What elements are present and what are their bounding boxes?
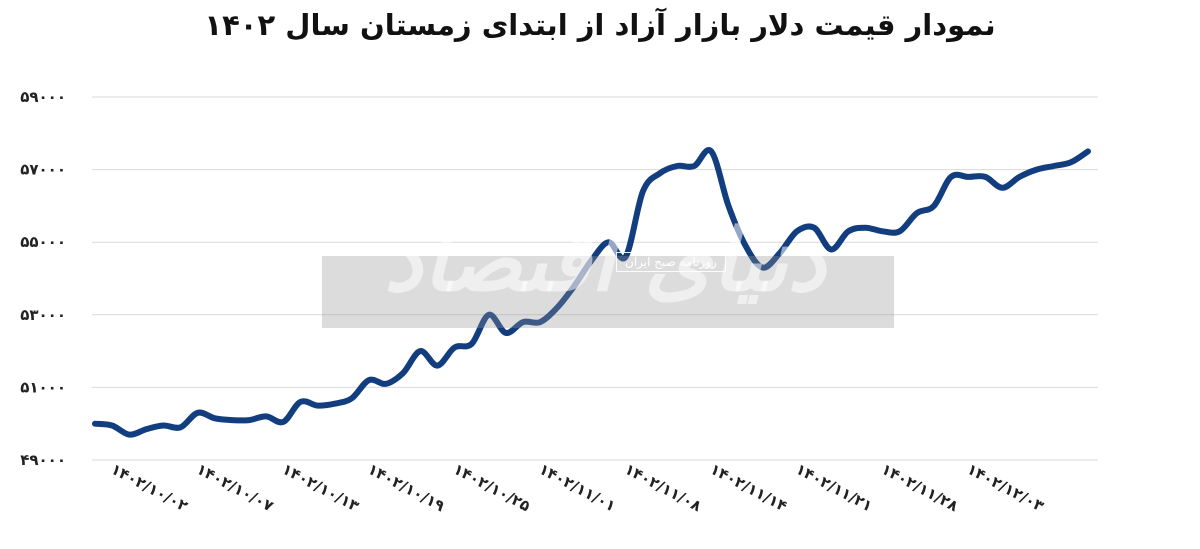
- y-axis-ticks: ۴۹۰۰۰ ۵۱۰۰۰ ۵۳۰۰۰ ۵۵۰۰۰ ۵۷۰۰۰ ۵۹۰۰۰: [20, 88, 66, 469]
- watermark-logo-text: دنیای اقتصاد: [384, 211, 826, 311]
- watermark-band: [322, 256, 894, 328]
- chart-title: نمودار قیمت دلار بازار آزاد از ابتدای زم…: [204, 8, 996, 42]
- y-tick-label: ۵۹۰۰۰: [20, 88, 66, 106]
- x-axis-ticks: ۱۴۰۲/۱۰/۰۲ ۱۴۰۲/۱۰/۰۷ ۱۴۰۲/۱۰/۱۳ ۱۴۰۲/۱۰/۱۹…: [108, 460, 1047, 515]
- x-tick-label: ۱۴۰۲/۱۱/۱۴: [707, 460, 790, 515]
- x-tick-label: ۱۴۰۲/۱۰/۱۹: [365, 460, 448, 515]
- y-tick-label: ۴۹۰۰۰: [20, 451, 66, 469]
- x-tick-label: ۱۴۰۲/۱۱/۰۱: [536, 460, 619, 515]
- x-tick-label: ۱۴۰۲/۱۲/۰۳: [964, 460, 1047, 515]
- watermark-subtitle: روزنامه صبح ایران: [616, 252, 726, 272]
- x-tick-label: ۱۴۰۲/۱۱/۲۱: [793, 460, 876, 515]
- gridlines: [92, 96, 1098, 461]
- series-layer: [92, 147, 1091, 438]
- x-tick-label: ۱۴۰۲/۱۰/۰۷: [194, 460, 277, 515]
- x-tick-label: ۱۴۰۲/۱۱/۲۸: [878, 460, 961, 515]
- x-tick-label: ۱۴۰۲/۱۰/۲۵: [450, 460, 533, 515]
- y-tick-label: ۵۵۰۰۰: [20, 233, 66, 251]
- y-tick-label: ۵۳۰۰۰: [20, 306, 66, 324]
- y-tick-label: ۵۱۰۰۰: [20, 378, 66, 396]
- dollar-price-line: [92, 147, 1091, 438]
- x-tick-label: ۱۴۰۲/۱۰/۰۲: [108, 460, 191, 515]
- x-tick-label: ۱۴۰۲/۱۰/۱۳: [279, 460, 362, 515]
- y-tick-label: ۵۷۰۰۰: [20, 161, 66, 179]
- x-tick-label: ۱۴۰۲/۱۱/۰۸: [622, 460, 705, 515]
